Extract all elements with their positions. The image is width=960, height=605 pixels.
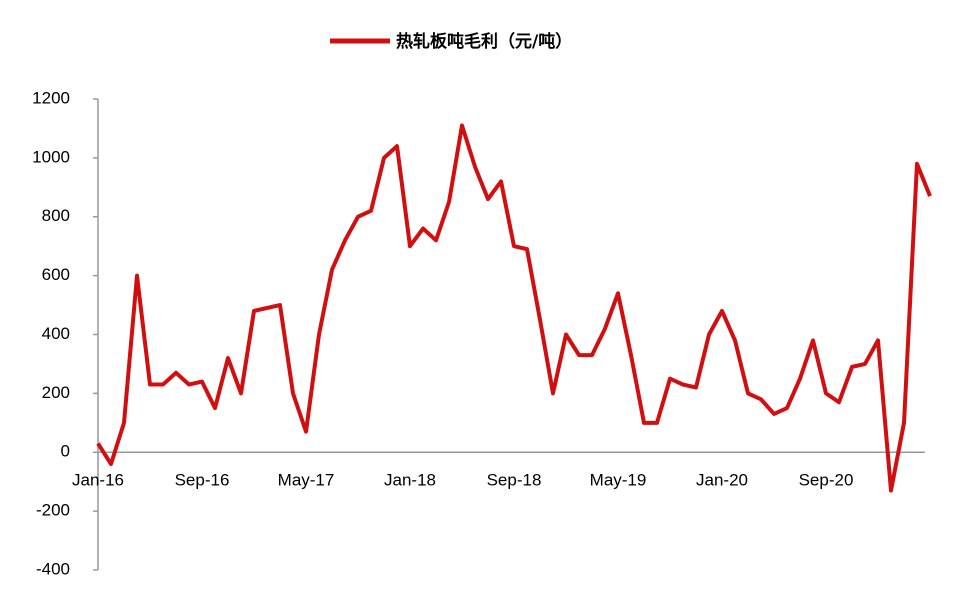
y-tick-label: 600	[42, 265, 70, 284]
x-tick-label: Jan-16	[72, 471, 124, 490]
x-tick-label: May-17	[278, 471, 335, 490]
x-tick-label: Jan-18	[384, 471, 436, 490]
data-line	[96, 123, 932, 493]
legend-label: 热轧板吨毛利（元/吨）	[396, 31, 572, 52]
y-tick-label: 400	[42, 324, 70, 343]
x-tick-label: Sep-18	[487, 471, 542, 490]
y-tick-label: -400	[36, 559, 70, 578]
y-tick-label: -200	[36, 501, 70, 520]
y-tick-label: 0	[61, 442, 70, 461]
x-tick-label: May-19	[590, 471, 647, 490]
x-tick-label: Jan-20	[696, 471, 748, 490]
x-tick-label: Sep-20	[799, 471, 854, 490]
y-tick-label: 1000	[32, 147, 70, 166]
y-tick-label: 1200	[32, 88, 70, 107]
y-tick-label: 200	[42, 383, 70, 402]
x-tick-label: Sep-16	[175, 471, 230, 490]
y-tick-label: 800	[42, 206, 70, 225]
